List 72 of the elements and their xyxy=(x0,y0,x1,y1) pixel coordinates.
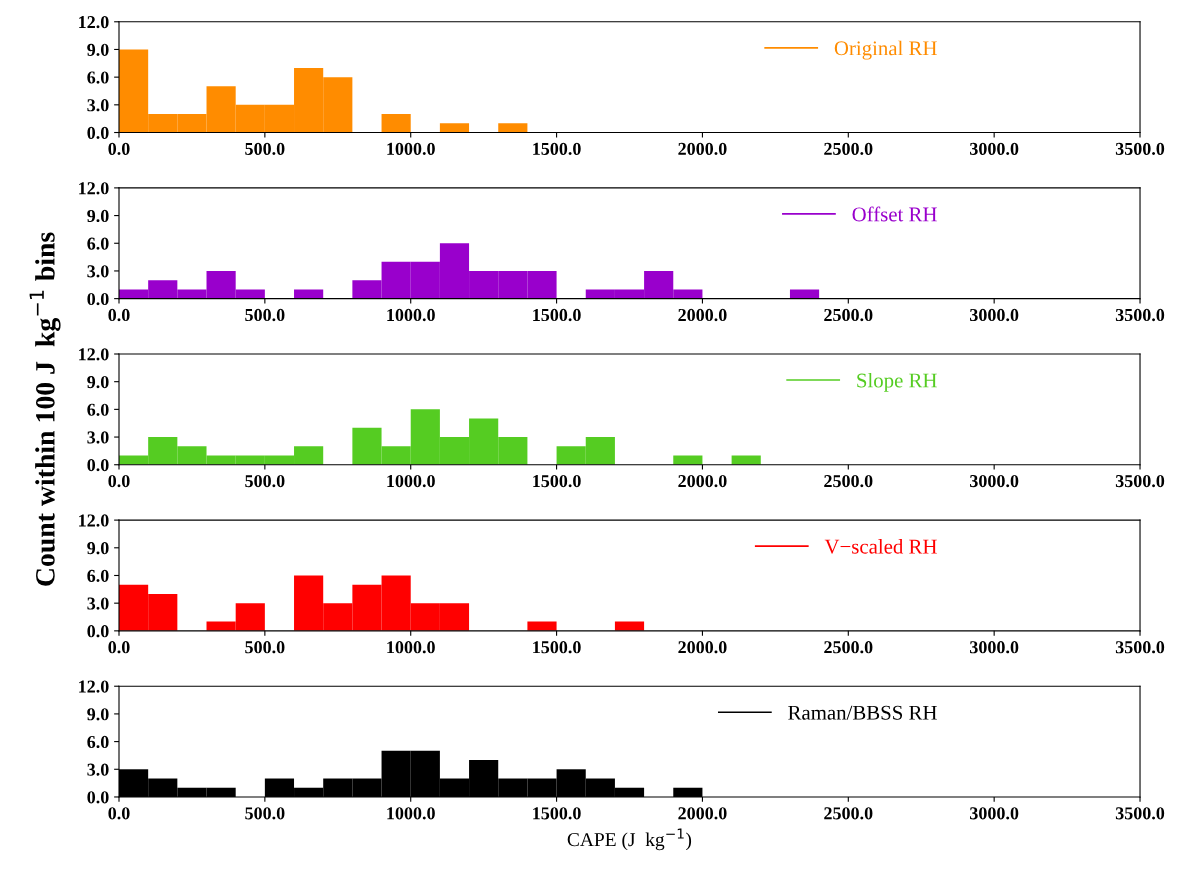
y-tick-label: 9.0 xyxy=(87,43,109,56)
x-tick-label: 0.0 xyxy=(108,641,130,654)
y-tick-label: 6.0 xyxy=(87,569,109,582)
y-tick-label: 3.0 xyxy=(87,99,109,112)
legend-label: V−scaled RH xyxy=(824,538,937,554)
x-tick-label: 0.0 xyxy=(108,474,130,488)
x-tick-label: 1000.0 xyxy=(387,641,435,654)
x-tick-label: 2500.0 xyxy=(824,142,873,156)
x-tick-label: 2500.0 xyxy=(824,474,873,488)
y-axis-title: Count within 100 J kg$^{−1}$ bins xyxy=(29,232,61,586)
y-tick-label: 6.0 xyxy=(87,71,109,84)
x-tick-label: 3000.0 xyxy=(970,308,1019,322)
y-tick-label: 9.0 xyxy=(87,209,109,223)
y-tick-label: 6.0 xyxy=(87,735,109,749)
y-tick-label: 0.0 xyxy=(87,791,109,804)
x-tick-label: 2000.0 xyxy=(678,641,727,654)
x-tick-label: 3000.0 xyxy=(970,474,1019,488)
x-tick-label: 1500.0 xyxy=(533,142,581,156)
y-tick-label: 12.0 xyxy=(79,16,109,29)
x-tick-label: 500.0 xyxy=(245,142,285,156)
x-tick-label: 2000.0 xyxy=(678,474,727,488)
x-tick-label: 3500.0 xyxy=(1115,807,1165,820)
y-tick-label: 9.0 xyxy=(87,708,109,721)
x-tick-label: 1500.0 xyxy=(533,474,581,488)
x-tick-label: 1000.0 xyxy=(387,142,435,156)
y-tick-label: 12.0 xyxy=(79,348,109,361)
y-tick-label: 12.0 xyxy=(79,514,109,527)
legend-label: Offset RH xyxy=(852,206,937,222)
x-tick-label: 500.0 xyxy=(245,308,285,322)
x-tick-label: 1500.0 xyxy=(533,641,581,654)
x-tick-label: 2500.0 xyxy=(824,641,873,654)
x-tick-label: 3000.0 xyxy=(970,142,1019,156)
y-tick-label: 6.0 xyxy=(87,237,109,250)
x-tick-label: 1000.0 xyxy=(387,807,435,820)
x-tick-label: 3500.0 xyxy=(1115,474,1165,488)
x-tick-label: 1500.0 xyxy=(533,308,581,322)
x-tick-label: 500.0 xyxy=(245,474,285,488)
y-tick-label: 0.0 xyxy=(87,625,109,638)
y-tick-label: 3.0 xyxy=(87,265,109,278)
x-tick-label: 500.0 xyxy=(245,641,285,654)
x-tick-label: 0.0 xyxy=(108,807,130,820)
y-tick-label: 12.0 xyxy=(79,680,109,693)
legend-label: Original RH xyxy=(834,40,937,60)
x-tick-label: 2500.0 xyxy=(824,308,873,322)
x-tick-label: 3500.0 xyxy=(1115,308,1165,322)
y-tick-label: 3.0 xyxy=(87,431,109,444)
y-tick-label: 12.0 xyxy=(79,182,109,195)
x-tick-label: 1000.0 xyxy=(387,308,435,322)
y-tick-label: 0.0 xyxy=(87,126,109,140)
x-axis-title: CAPE (J kg$^{−1}$) xyxy=(567,828,692,851)
x-tick-label: 0.0 xyxy=(108,142,130,156)
legend-label: Slope RH xyxy=(857,372,937,392)
y-tick-label: 0.0 xyxy=(87,292,109,306)
y-tick-label: 3.0 xyxy=(87,763,109,776)
y-tick-label: 9.0 xyxy=(87,542,109,555)
y-tick-label: 3.0 xyxy=(87,597,109,610)
x-tick-label: 3500.0 xyxy=(1115,142,1165,156)
x-tick-label: 1500.0 xyxy=(533,807,581,820)
x-tick-label: 3500.0 xyxy=(1115,641,1165,654)
y-tick-label: 6.0 xyxy=(87,403,109,416)
x-tick-label: 3000.0 xyxy=(970,641,1019,654)
x-tick-label: 2500.0 xyxy=(824,807,873,820)
x-tick-label: 3000.0 xyxy=(970,807,1019,820)
y-tick-label: 0.0 xyxy=(87,459,109,472)
y-tick-label: 9.0 xyxy=(87,375,109,389)
x-tick-label: 2000.0 xyxy=(678,308,727,322)
legend-label: Raman/BBSS RH xyxy=(788,705,937,720)
x-tick-label: 2000.0 xyxy=(678,142,727,156)
x-tick-label: 2000.0 xyxy=(678,807,727,820)
x-tick-label: 0.0 xyxy=(108,308,130,322)
x-tick-label: 1000.0 xyxy=(387,474,435,488)
x-tick-label: 500.0 xyxy=(245,807,285,820)
